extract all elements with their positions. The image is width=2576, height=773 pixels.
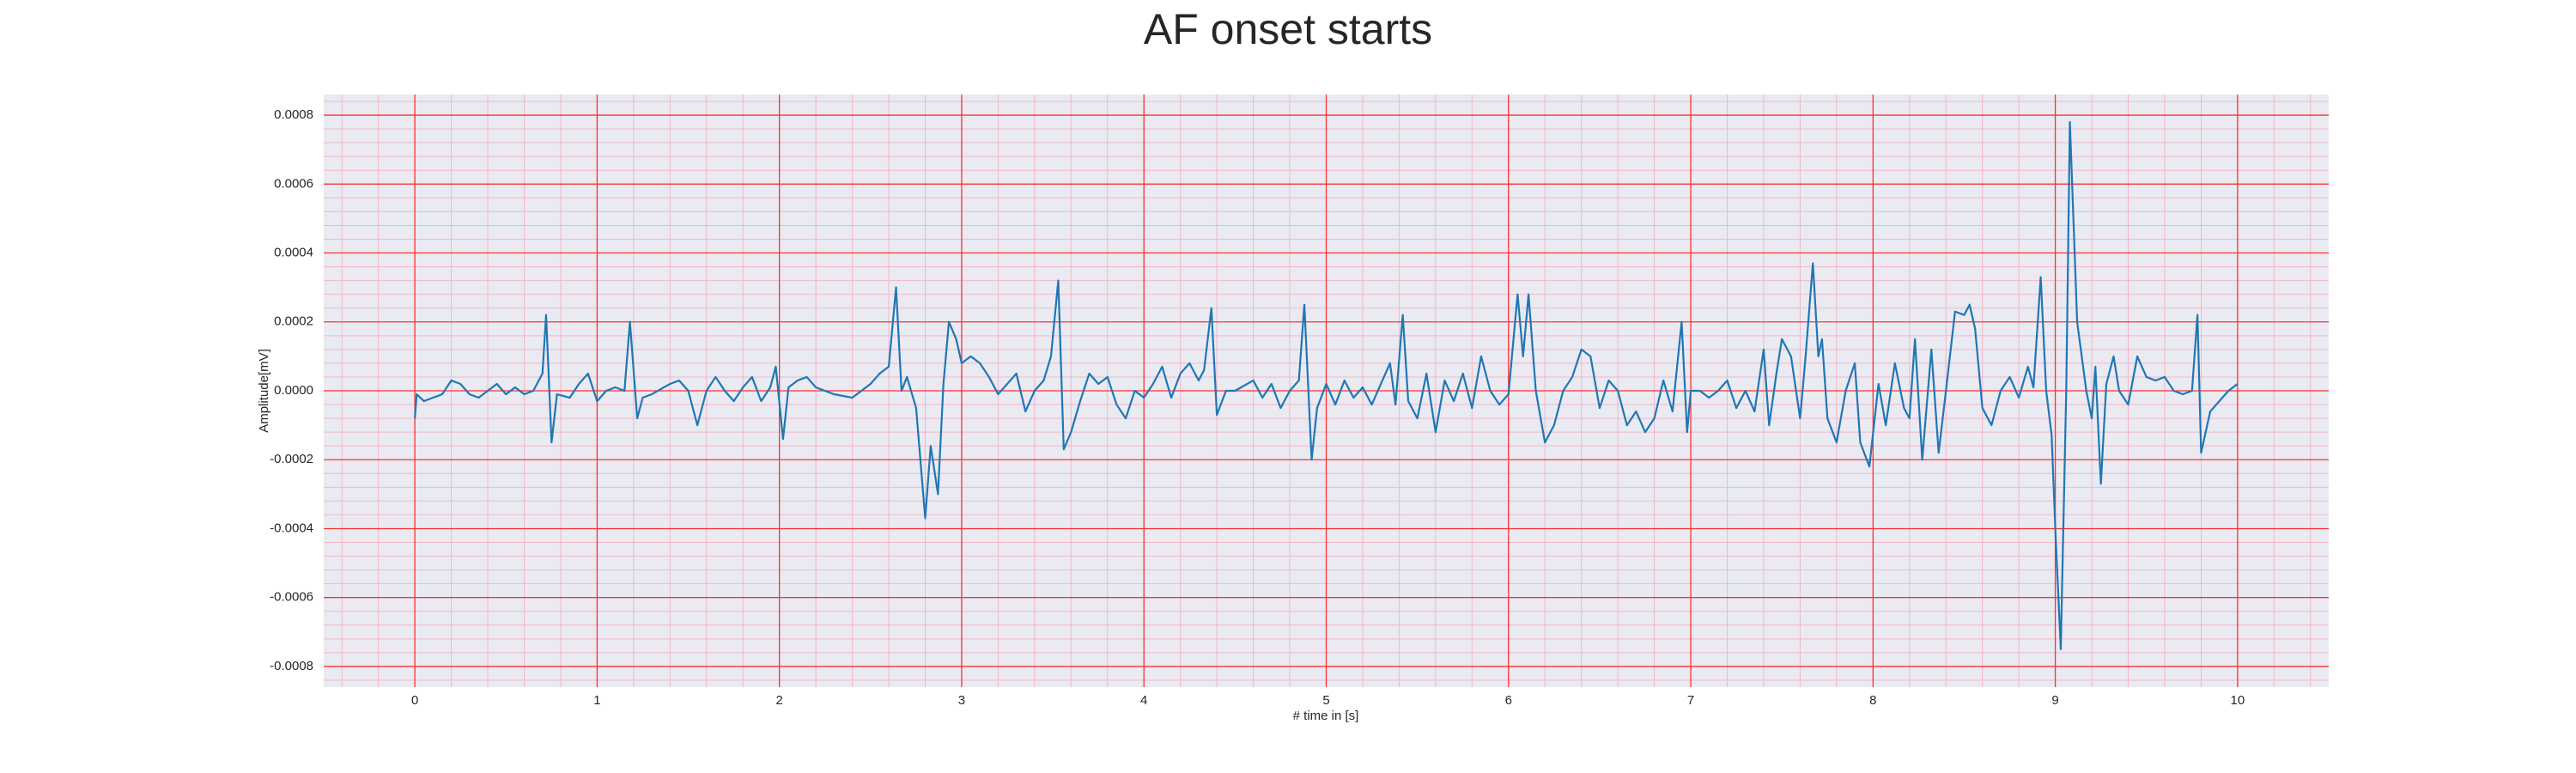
x-axis-label: # time in [s] (1293, 709, 1359, 723)
x-tick-label: 9 (2051, 693, 2058, 708)
x-tick-label: 6 (1505, 693, 1512, 708)
x-tick-label: 8 (1869, 693, 1876, 708)
x-tick-label: 3 (958, 693, 965, 708)
y-tick-label: 0.0004 (274, 246, 313, 260)
x-tick-label: 2 (776, 693, 783, 708)
x-tick-label: 10 (2231, 693, 2245, 708)
x-tick-label: 7 (1687, 693, 1694, 708)
y-tick-label: -0.0008 (270, 659, 313, 673)
y-tick-label: -0.0004 (270, 520, 313, 535)
chart-title: AF onset starts (1144, 5, 1432, 53)
y-tick-label: -0.0002 (270, 452, 313, 466)
y-tick-label: 0.0006 (274, 176, 313, 191)
x-tick-label: 0 (411, 693, 418, 708)
y-tick-label: -0.0006 (270, 590, 313, 605)
y-tick-label: 0.0000 (274, 383, 313, 398)
x-tick-label: 5 (1322, 693, 1329, 708)
y-tick-label: 0.0002 (274, 314, 313, 329)
y-tick-label: 0.0008 (274, 107, 313, 122)
x-tick-label: 1 (593, 693, 600, 708)
signal-line (414, 120, 2239, 650)
x-tick-label: 4 (1140, 693, 1147, 708)
y-axis-label: Amplitude[mV] (257, 349, 271, 433)
